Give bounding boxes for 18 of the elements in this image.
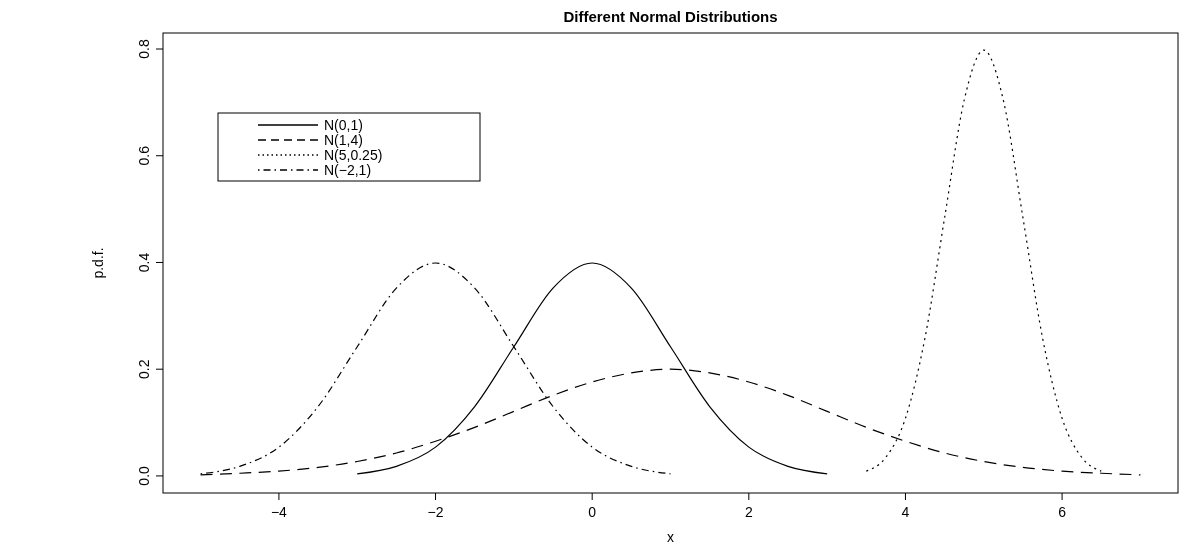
y-tick-label: 0.6 — [136, 145, 152, 166]
y-tick-label: 0.4 — [136, 252, 152, 273]
legend-label: N(5,0.25) — [324, 147, 383, 163]
legend-label: N(1,4) — [324, 132, 363, 148]
x-tick-label: 2 — [744, 504, 753, 520]
x-tick-label: 4 — [901, 504, 910, 520]
y-tick-label: 0.0 — [136, 465, 152, 486]
y-axis-title: p.d.f. — [90, 247, 106, 279]
chart-title: Different Normal Distributions — [563, 8, 778, 25]
x-tick-label: −2 — [427, 504, 444, 520]
legend-label: N(0,1) — [324, 117, 363, 133]
y-tick-label: 0.8 — [136, 39, 152, 59]
x-tick-label: 6 — [1058, 504, 1067, 520]
legend-label: N(−2,1) — [324, 162, 372, 178]
y-tick-label: 0.2 — [136, 359, 152, 379]
x-axis-title: x — [667, 529, 674, 545]
x-tick-label: 0 — [588, 504, 597, 520]
x-tick-label: −4 — [270, 504, 288, 520]
